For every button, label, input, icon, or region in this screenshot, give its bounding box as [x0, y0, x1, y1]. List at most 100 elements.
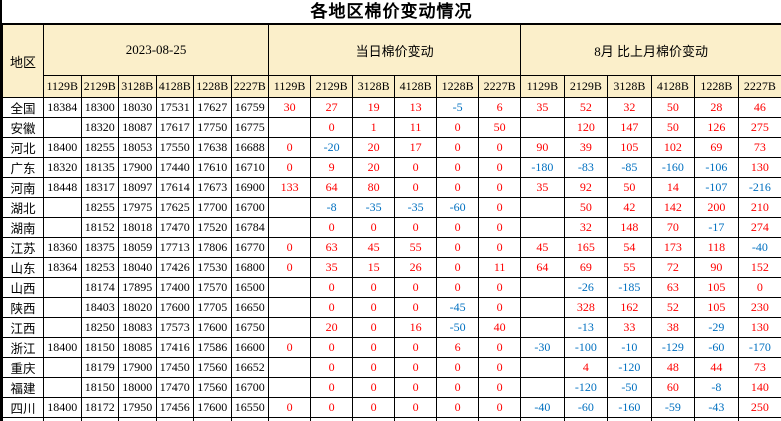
daily-change-cell[interactable]: 0 — [478, 397, 522, 418]
monthly-change-cell[interactable] — [520, 117, 565, 138]
price-cell[interactable]: 18255 — [80, 137, 119, 158]
monthly-change-cell[interactable]: 147 — [607, 117, 652, 138]
daily-change-cell[interactable]: 0 — [478, 137, 522, 158]
monthly-change-cell[interactable]: -77 — [650, 417, 696, 421]
monthly-change-cell[interactable]: -30 — [520, 337, 565, 358]
monthly-change-cell[interactable]: 73 — [737, 137, 781, 158]
daily-change-cell[interactable] — [268, 117, 312, 138]
price-cell[interactable]: 16500 — [230, 277, 270, 298]
monthly-change-cell[interactable]: 63 — [650, 277, 696, 298]
price-cell[interactable]: 17600 — [193, 397, 232, 418]
daily-change-cell[interactable]: 64 — [310, 177, 354, 198]
price-cell[interactable]: 18250 — [80, 317, 119, 338]
daily-change-cell[interactable] — [268, 357, 312, 378]
daily-change-cell[interactable]: 0 — [394, 277, 438, 298]
price-cell[interactable]: 18059 — [118, 237, 157, 258]
monthly-change-cell[interactable]: 72 — [650, 257, 696, 278]
price-cell[interactable]: 18300 — [80, 97, 119, 118]
daily-change-cell[interactable]: 19 — [352, 97, 396, 118]
price-cell[interactable]: 18174 — [80, 277, 119, 298]
price-cell[interactable]: 17573 — [155, 317, 194, 338]
daily-change-cell[interactable]: -45 — [436, 297, 480, 318]
daily-change-cell[interactable]: 0 — [352, 357, 396, 378]
monthly-change-cell[interactable]: 32 — [563, 217, 609, 238]
price-cell[interactable]: 17750 — [193, 117, 232, 138]
price-cell[interactable]: 17560 — [193, 377, 232, 398]
daily-change-cell[interactable]: 0 — [436, 237, 480, 258]
price-cell[interactable] — [43, 217, 82, 238]
grade-col-header-monthly-1129B[interactable]: 1129B — [520, 75, 565, 98]
monthly-change-cell[interactable]: 38 — [650, 317, 696, 338]
monthly-change-cell[interactable]: 4 — [563, 357, 609, 378]
daily-change-cell[interactable]: 0 — [436, 277, 480, 298]
daily-change-cell[interactable]: 15 — [352, 257, 396, 278]
daily-change-cell[interactable]: 0 — [436, 117, 480, 138]
region-cell[interactable]: 四川 — [2, 397, 44, 418]
region-cell[interactable]: 山东 — [2, 257, 44, 278]
monthly-change-cell[interactable]: 50 — [563, 197, 609, 218]
daily-change-cell[interactable]: 0 — [352, 397, 396, 418]
daily-change-cell[interactable]: -32 — [352, 417, 396, 421]
monthly-change-cell[interactable]: 274 — [737, 217, 781, 238]
monthly-change-cell[interactable]: -13 — [563, 317, 609, 338]
monthly-change-cell[interactable]: -50 — [607, 377, 652, 398]
price-cell[interactable] — [43, 297, 82, 318]
price-cell[interactable]: 17600 — [155, 297, 194, 318]
daily-change-cell[interactable]: 0 — [268, 257, 312, 278]
price-cell[interactable] — [43, 317, 82, 338]
group-header-date[interactable]: 2023-08-25 — [42, 23, 270, 76]
daily-change-cell[interactable] — [268, 217, 312, 238]
price-cell[interactable]: 18083 — [118, 317, 157, 338]
monthly-change-cell[interactable]: -40 — [737, 237, 781, 258]
daily-change-cell[interactable]: 0 — [394, 397, 438, 418]
monthly-change-cell[interactable]: 46 — [737, 97, 781, 118]
grade-col-header-date-1228B[interactable]: 1228B — [193, 75, 232, 98]
daily-change-cell[interactable]: 0 — [268, 397, 312, 418]
price-cell[interactable]: 17950 — [118, 397, 157, 418]
monthly-change-cell[interactable]: -85 — [607, 157, 652, 178]
daily-change-cell[interactable]: 0 — [478, 177, 522, 198]
price-cell[interactable]: 16550 — [230, 397, 270, 418]
price-cell[interactable]: 17900 — [118, 357, 157, 378]
daily-change-cell[interactable]: 11 — [394, 117, 438, 138]
monthly-change-cell[interactable]: 152 — [737, 257, 781, 278]
daily-change-cell[interactable] — [268, 297, 312, 318]
price-cell[interactable]: 17323 — [155, 417, 194, 421]
price-cell[interactable]: 17818 — [118, 417, 157, 421]
monthly-change-cell[interactable] — [737, 417, 781, 421]
monthly-change-cell[interactable]: 70 — [650, 217, 696, 238]
price-cell[interactable]: 18403 — [80, 297, 119, 318]
monthly-change-cell[interactable]: -43 — [694, 397, 739, 418]
price-cell[interactable]: 16750 — [230, 317, 270, 338]
grade-col-header-daily-2227B[interactable]: 2227B — [478, 75, 522, 98]
monthly-change-cell[interactable]: 54 — [607, 237, 652, 258]
daily-change-cell[interactable]: 0 — [436, 217, 480, 238]
price-cell[interactable]: 17700 — [193, 197, 232, 218]
daily-change-cell[interactable]: -60 — [436, 197, 480, 218]
price-cell[interactable]: 18375 — [80, 237, 119, 258]
region-cell[interactable]: 河南 — [2, 177, 44, 198]
daily-change-cell[interactable]: -35 — [352, 197, 396, 218]
price-cell[interactable]: 18053 — [118, 137, 157, 158]
price-cell[interactable]: 18255 — [80, 197, 119, 218]
daily-change-cell[interactable]: 13 — [394, 97, 438, 118]
grade-col-header-monthly-1228B[interactable]: 1228B — [694, 75, 739, 98]
price-cell[interactable]: 18400 — [43, 137, 82, 158]
price-cell[interactable]: 18030 — [118, 97, 157, 118]
monthly-change-cell[interactable] — [520, 357, 565, 378]
price-cell[interactable]: 16710 — [230, 157, 270, 178]
price-cell[interactable]: 17614 — [155, 177, 194, 198]
daily-change-cell[interactable]: 20 — [352, 157, 396, 178]
region-cell[interactable]: 江西 — [2, 317, 44, 338]
price-cell[interactable] — [43, 197, 82, 218]
daily-change-cell[interactable]: 0 — [352, 277, 396, 298]
grade-col-header-daily-2129B[interactable]: 2129B — [310, 75, 354, 98]
price-cell[interactable]: 18097 — [118, 177, 157, 198]
price-cell[interactable]: 17456 — [155, 397, 194, 418]
daily-change-cell[interactable]: 11 — [478, 257, 522, 278]
monthly-change-cell[interactable]: -120 — [563, 377, 609, 398]
daily-change-cell[interactable]: 0 — [352, 337, 396, 358]
monthly-change-cell[interactable]: 120 — [563, 117, 609, 138]
monthly-change-cell[interactable]: -8 — [694, 377, 739, 398]
price-cell[interactable]: 17600 — [193, 317, 232, 338]
